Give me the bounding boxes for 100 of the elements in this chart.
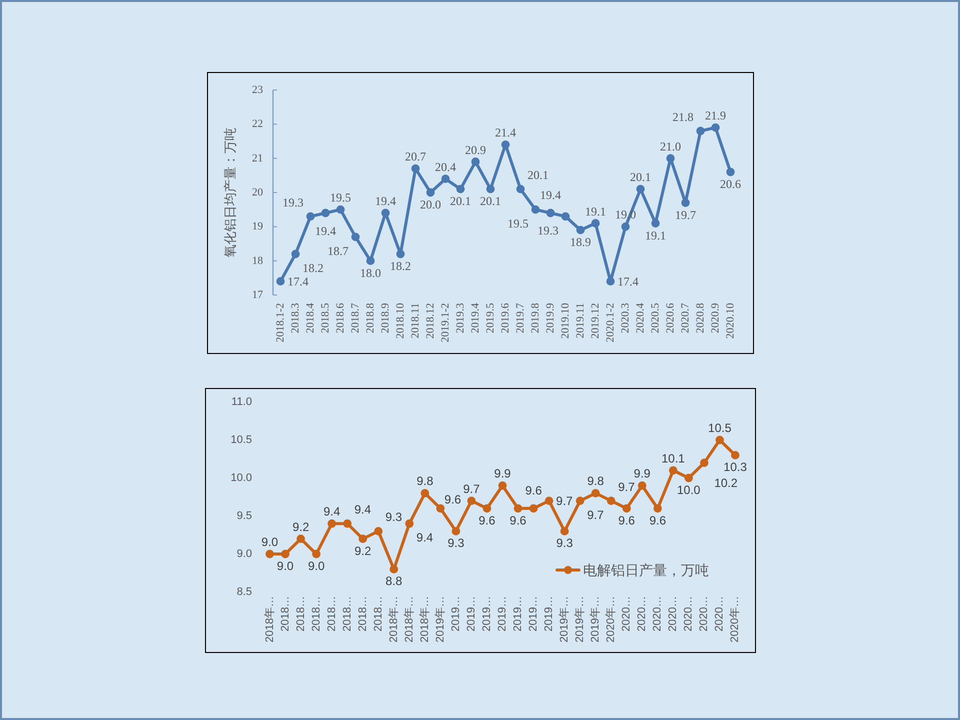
data-label: 20.1 <box>630 170 651 184</box>
data-label: 9.9 <box>494 466 511 481</box>
data-label: 19.3 <box>538 223 558 238</box>
data-label: 9.9 <box>634 466 650 481</box>
data-label: 8.8 <box>386 574 402 588</box>
x-tick-label: 2018… <box>326 596 338 632</box>
y-tick-label: 11.0 <box>231 396 252 408</box>
x-tick-label: 2020.7 <box>680 303 692 334</box>
x-tick-label: 2019… <box>528 596 540 632</box>
data-label: 9.7 <box>587 508 604 522</box>
data-label: 21.0 <box>660 139 681 154</box>
x-tick-label: 2020.5 <box>650 303 662 334</box>
data-label: 21.8 <box>672 110 694 124</box>
x-tick-label: 2018… <box>279 596 292 632</box>
data-label: 9.6 <box>510 513 526 528</box>
data-label: 20.7 <box>405 150 426 164</box>
data-label: 9.8 <box>416 474 434 488</box>
x-tick-label: 2020… <box>698 596 710 632</box>
y-tick-label: 17 <box>252 289 263 301</box>
data-label: 19.5 <box>330 190 351 205</box>
x-tick-label: 2018.6 <box>334 303 346 334</box>
data-label: 19.5 <box>508 216 528 231</box>
data-label: 18.2 <box>390 259 411 273</box>
y-tick-label: 21 <box>252 152 263 164</box>
data-label: 9.4 <box>416 530 434 545</box>
data-label: 20.4 <box>435 160 456 174</box>
x-tick-label: 2020.8 <box>694 303 706 334</box>
data-label: 9.7 <box>463 482 480 496</box>
data-label: 10.2 <box>714 476 738 490</box>
x-tick-label: 2020.4 <box>634 303 646 334</box>
data-label: 20.1 <box>480 194 501 208</box>
data-label: 9.6 <box>478 513 496 528</box>
x-tick-label: 2018… <box>294 596 307 632</box>
y-tick-label: 22 <box>252 118 263 130</box>
x-tick-label: 2018.9 <box>380 303 392 334</box>
data-label: 9.6 <box>525 483 542 498</box>
data-label: 10.5 <box>708 421 732 435</box>
y-axis-title: 氧化铝日均产量：万吨 <box>222 128 238 258</box>
data-label: 9.6 <box>649 513 666 528</box>
x-tick-label: 2019.3 <box>454 303 466 334</box>
data-label: 19.3 <box>282 195 304 210</box>
x-tick-label: 2020.6 <box>664 303 676 334</box>
x-tick-label: 2018… <box>341 596 354 632</box>
x-tick-label: 2018年… <box>264 596 276 642</box>
x-tick-label: 2018… <box>356 596 369 632</box>
x-tick-label: 2019.12 <box>590 303 602 339</box>
x-tick-label: 2020… <box>652 596 664 632</box>
data-label: 20.1 <box>450 194 471 208</box>
x-tick-label: 2019.11 <box>574 303 586 338</box>
x-tick-label: 2019年… <box>574 596 586 642</box>
data-label: 9.7 <box>618 480 635 494</box>
data-label: 9.3 <box>385 510 402 524</box>
x-tick-label: 2020… <box>636 596 648 632</box>
data-label: 21.9 <box>705 108 726 123</box>
x-tick-label: 2019… <box>480 596 493 632</box>
data-label: 9.7 <box>556 494 573 508</box>
x-tick-label: 2018.5 <box>320 303 332 334</box>
data-label: 9.6 <box>444 492 462 506</box>
y-tick-label: 18 <box>252 254 263 267</box>
x-tick-label: 2020年… <box>605 596 618 642</box>
data-label: 9.8 <box>587 474 604 488</box>
x-tick-label: 2019年… <box>434 596 446 642</box>
data-label: 20.1 <box>528 168 548 182</box>
data-label: 17.4 <box>618 274 638 288</box>
y-tick-label: 23 <box>252 84 263 96</box>
x-tick-label: 2019年… <box>590 596 602 642</box>
data-label: 10.1 <box>662 451 685 466</box>
x-tick-label: 2018年… <box>388 596 400 642</box>
x-tick-label: 2018.10 <box>394 303 406 339</box>
x-tick-label: 2018.4 <box>304 303 316 334</box>
data-label: 20.0 <box>420 198 441 212</box>
x-tick-label: 2018年… <box>418 596 431 642</box>
data-label: 9.2 <box>354 544 372 558</box>
x-tick-label: 2018年… <box>403 596 416 642</box>
y-tick-label: 10.5 <box>230 434 252 446</box>
x-tick-label: 2020.1-2 <box>604 303 616 342</box>
x-tick-label: 2020… <box>667 596 680 632</box>
x-tick-label: 2020… <box>620 596 633 632</box>
y-tick-label: 20 <box>252 186 263 198</box>
x-tick-label: 2018… <box>310 596 322 632</box>
data-label: 18.2 <box>302 261 324 275</box>
legend-label: 电解铝日产量，万吨 <box>583 562 709 578</box>
x-tick-label: 2020.9 <box>710 303 722 334</box>
x-tick-label: 2019.10 <box>560 303 572 339</box>
x-tick-label: 2019… <box>465 596 478 632</box>
data-label: 20.6 <box>720 177 741 191</box>
data-label: 9.3 <box>448 536 464 550</box>
data-label: 10.3 <box>724 460 747 474</box>
x-tick-label: 2019.5 <box>484 303 496 334</box>
x-tick-label: 2019.9 <box>544 303 556 334</box>
y-tick-label: 19 <box>252 220 263 233</box>
data-label: 18.7 <box>328 244 348 258</box>
data-label: 9.4 <box>323 504 340 519</box>
x-tick-label: 2020… <box>682 596 695 632</box>
x-tick-label: 2019… <box>450 596 462 632</box>
data-label: 9.2 <box>292 520 310 534</box>
data-label: 19.1 <box>585 204 606 218</box>
x-tick-label: 2018.8 <box>364 303 376 334</box>
x-tick-label: 2019.6 <box>500 303 512 334</box>
x-tick-label: 2020.10 <box>724 303 736 339</box>
